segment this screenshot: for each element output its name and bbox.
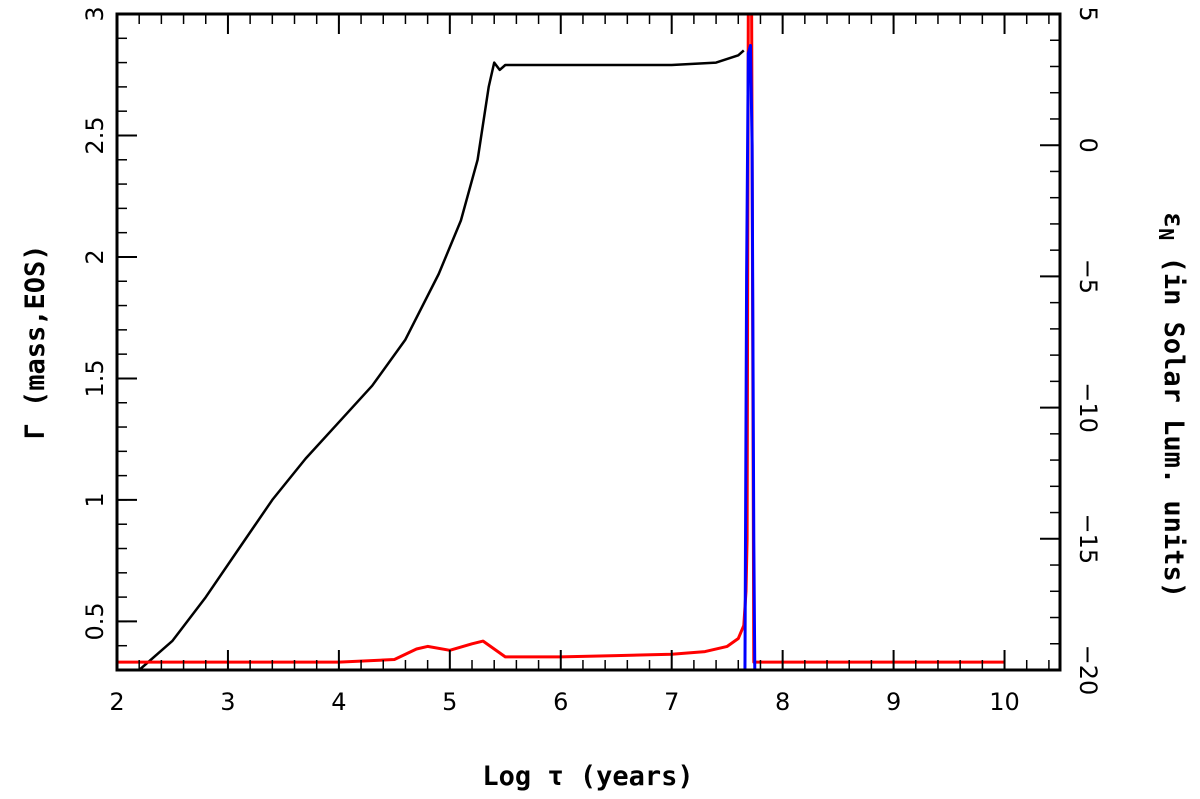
series-layer [117,14,1005,670]
y-right-tick-label: −5 [1074,259,1102,294]
y-right-axis-symbol: ε [1158,212,1189,228]
y-right-tick-label: −10 [1074,382,1102,433]
x-tick-labels: 2 3 4 5 6 7 8 9 10 [109,688,1019,716]
x-tick-label: 7 [664,688,679,716]
minor-ticks [116,13,1060,671]
x-tick-label: 3 [220,688,235,716]
major-ticks [116,13,1060,671]
y-left-tick-label: 1.5 [81,359,109,397]
x-tick-label: 5 [442,688,457,716]
x-tick-label: 9 [886,688,901,716]
y-left-tick-labels: 0.5 1 1.5 2 2.5 3 [81,6,109,640]
series-line-3 [743,44,757,670]
y-right-tick-label: −15 [1074,513,1102,564]
x-tick-label: 2 [109,688,124,716]
x-axis-label: Log τ (years) [482,761,693,792]
x-tick-label: 4 [331,688,346,716]
y-left-tick-label: 2.5 [81,116,109,154]
y-left-tick-label: 0.5 [81,602,109,640]
y-right-axis-label: εN (in Solar Lum. units) [1154,212,1189,598]
y-left-axis-label: Γ (mass,EOS) [20,244,51,439]
x-tick-label: 10 [989,688,1020,716]
y-right-tick-label: 0 [1074,138,1102,153]
plot-frame [115,12,1062,672]
series-line-2 [117,14,1005,664]
series-line-1 [138,49,745,670]
y-right-axis-rest: (in Solar Lum. units) [1158,240,1189,598]
x-tick-label: 6 [553,688,568,716]
x-tick-label: 8 [775,688,790,716]
y-left-tick-label: 2 [81,249,109,264]
y-right-tick-labels: −20 −15 −10 −5 0 5 [1074,6,1102,695]
y-right-tick-label: −20 [1074,645,1102,696]
y-left-tick-label: 1 [81,492,109,507]
y-left-tick-label: 3 [81,6,109,21]
y-right-axis-subscript: N [1154,228,1178,240]
y-right-tick-label: 5 [1074,6,1102,21]
